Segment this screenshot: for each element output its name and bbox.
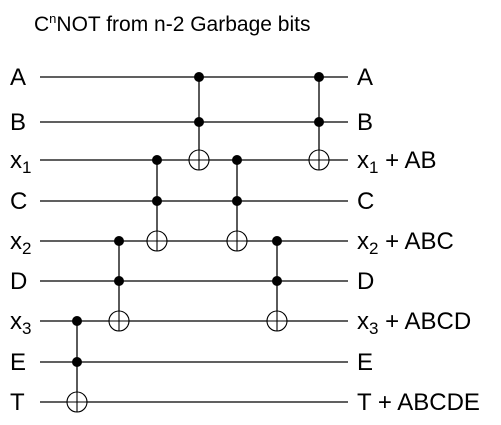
input-label-x1: x1 <box>10 147 31 177</box>
toffoli-gate <box>308 72 330 171</box>
gates-layer <box>66 72 330 413</box>
output-label-T: T + ABCDE <box>357 389 480 416</box>
output-label-A: A <box>357 64 373 91</box>
control-dot <box>72 357 82 367</box>
toffoli-gate <box>146 155 168 252</box>
toffoli-gate <box>108 236 130 332</box>
input-label-D: D <box>10 268 27 295</box>
target-xor-icon <box>266 310 288 332</box>
control-dot <box>232 196 242 206</box>
target-xor-icon <box>188 149 210 171</box>
output-label-x1: x1 + AB <box>357 147 437 177</box>
control-dot <box>194 117 204 127</box>
output-label-x2: x2 + ABC <box>357 228 454 258</box>
control-dot <box>152 155 162 165</box>
input-label-x3: x3 <box>10 308 31 338</box>
control-dot <box>272 276 282 286</box>
toffoli-gate <box>188 72 210 171</box>
control-dot <box>72 316 82 326</box>
target-xor-icon <box>66 391 88 413</box>
input-label-x2: x2 <box>10 228 31 258</box>
control-dot <box>114 236 124 246</box>
wires-layer <box>40 76 348 403</box>
output-label-E: E <box>357 349 373 376</box>
control-dot <box>272 236 282 246</box>
control-dot <box>314 72 324 82</box>
output-label-B: B <box>357 109 373 136</box>
toffoli-gate <box>66 316 88 413</box>
target-xor-icon <box>146 230 168 252</box>
control-dot <box>314 117 324 127</box>
input-label-B: B <box>10 109 26 136</box>
input-label-E: E <box>10 349 26 376</box>
control-dot <box>152 196 162 206</box>
target-xor-icon <box>108 310 130 332</box>
labels-layer: A AB Bx1 x1 + ABC Cx2 x2 + ABCD Dx3 x3 + ABCDE E… <box>10 64 480 416</box>
control-dot <box>114 276 124 286</box>
toffoli-gate <box>266 236 288 332</box>
target-xor-icon <box>308 149 330 171</box>
output-label-x3: x3 + ABCD <box>357 308 471 338</box>
output-label-C: C <box>357 188 374 215</box>
control-dot <box>194 72 204 82</box>
input-label-C: C <box>10 188 27 215</box>
toffoli-gate <box>226 155 248 252</box>
input-label-A: A <box>10 64 26 91</box>
diagram-title: CnNOT from n-2 Garbage bits <box>34 11 310 36</box>
output-label-D: D <box>357 268 374 295</box>
input-label-T: T <box>10 389 25 416</box>
control-dot <box>232 155 242 165</box>
target-xor-icon <box>226 230 248 252</box>
